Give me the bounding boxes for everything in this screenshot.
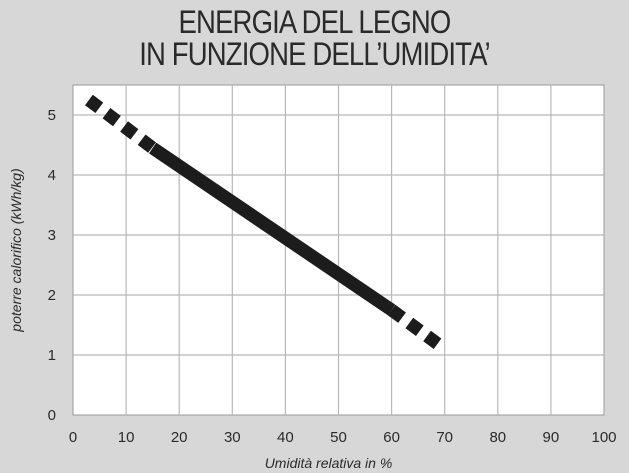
- y-tick-label: 3: [48, 227, 56, 244]
- y-tick-label: 0: [48, 407, 56, 424]
- x-tick-label: 10: [118, 429, 135, 446]
- grid: [73, 85, 604, 415]
- series-line-dashed: [85, 94, 157, 154]
- x-tick-label: 60: [383, 429, 400, 446]
- y-tick-label: 4: [48, 167, 56, 184]
- chart-title-line-1: ENERGIA DEL LEGNO: [178, 4, 452, 40]
- series-line-solid: [149, 142, 396, 316]
- x-tick-label: 40: [277, 429, 294, 446]
- y-axis-title: poterre calorifico (kWh/kg): [8, 168, 24, 332]
- y-tick-label: 1: [48, 347, 56, 364]
- x-tick-label: 100: [591, 429, 616, 446]
- series-layer: [85, 94, 449, 355]
- x-tick-label: 70: [436, 429, 453, 446]
- series-line-dashed: [387, 304, 449, 355]
- x-axis-ticks: 0 10 20 30 40 50 60 70 80 90 100: [69, 429, 617, 446]
- x-axis-title: Umidità relativa in %: [265, 455, 393, 471]
- x-tick-label: 90: [543, 429, 560, 446]
- x-tick-label: 20: [171, 429, 188, 446]
- y-tick-label: 5: [48, 107, 56, 124]
- x-tick-label: 0: [69, 429, 77, 446]
- y-tick-label: 2: [48, 287, 56, 304]
- x-tick-label: 30: [224, 429, 241, 446]
- chart-title: ENERGIA DEL LEGNO IN FUNZIONE DELL’UMIDI…: [0, 6, 629, 70]
- y-axis-ticks: 0 1 2 3 4 5: [48, 107, 56, 424]
- x-tick-label: 80: [489, 429, 506, 446]
- x-tick-label: 50: [330, 429, 347, 446]
- chart-title-line-2: IN FUNZIONE DELL’UMIDITA’: [139, 36, 490, 72]
